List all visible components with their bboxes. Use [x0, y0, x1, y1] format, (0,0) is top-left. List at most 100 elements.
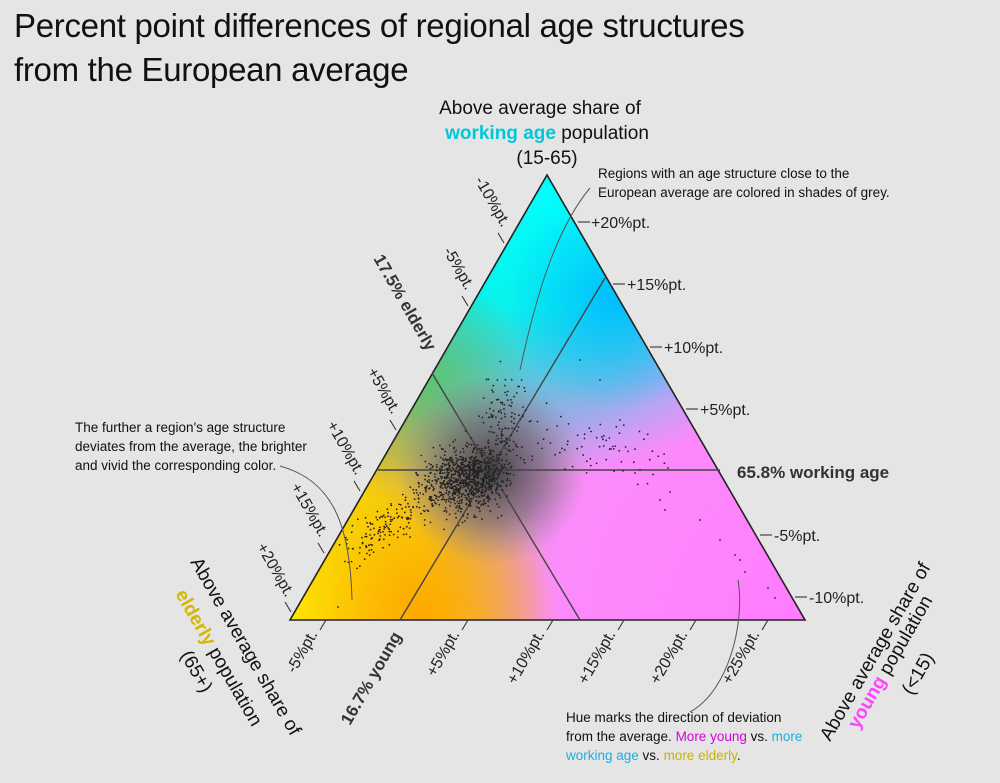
region-point	[350, 531, 353, 534]
region-point	[477, 502, 480, 505]
region-point	[481, 449, 484, 452]
region-point	[456, 505, 458, 507]
region-point	[482, 500, 485, 503]
region-point	[564, 468, 566, 471]
region-point	[469, 505, 472, 508]
region-point	[460, 462, 462, 464]
region-point	[368, 544, 370, 547]
region-point	[462, 459, 464, 461]
region-point	[457, 484, 460, 486]
region-point	[474, 446, 476, 449]
region-point	[495, 456, 498, 459]
region-point	[546, 428, 549, 431]
region-point	[416, 473, 418, 476]
region-point	[470, 497, 472, 500]
region-point	[483, 451, 486, 454]
region-point	[384, 526, 386, 529]
region-point	[461, 463, 463, 466]
region-point	[500, 480, 503, 483]
region-point	[402, 533, 405, 536]
region-point	[435, 464, 438, 466]
region-point	[506, 468, 508, 471]
region-point	[492, 455, 494, 458]
region-point	[365, 546, 368, 549]
region-point	[462, 472, 464, 475]
region-point	[444, 486, 446, 488]
region-point	[484, 485, 486, 487]
region-point	[448, 513, 451, 516]
bright-note-leader	[279, 465, 353, 601]
region-point	[774, 597, 776, 599]
region-point	[454, 439, 457, 441]
region-point	[459, 465, 462, 468]
region-point	[487, 470, 490, 473]
region-point	[504, 440, 506, 443]
region-point	[443, 528, 445, 531]
region-point	[464, 465, 466, 467]
region-point	[487, 505, 490, 507]
region-point	[507, 472, 510, 475]
region-point	[455, 489, 457, 491]
working-label-line2: working age population	[444, 123, 649, 144]
region-point	[460, 485, 462, 488]
region-point	[427, 487, 430, 490]
tick-elderly-minus10: -10%pt.	[471, 174, 513, 230]
region-point	[482, 503, 485, 506]
region-point	[579, 359, 581, 361]
region-point	[456, 471, 459, 473]
region-point	[452, 481, 455, 484]
region-point	[451, 498, 454, 500]
region-point	[479, 500, 482, 503]
region-point	[458, 507, 461, 509]
region-point	[465, 502, 468, 505]
region-point	[464, 460, 467, 463]
region-point	[699, 519, 701, 521]
region-point	[464, 475, 467, 478]
tick-working-plus10: +10%pt.	[664, 340, 723, 357]
region-point	[455, 449, 458, 452]
region-point	[462, 456, 465, 459]
region-point	[371, 537, 374, 539]
region-point	[440, 469, 443, 472]
region-point	[482, 421, 485, 424]
region-point	[481, 452, 483, 455]
region-point	[473, 488, 475, 490]
region-point	[496, 443, 499, 446]
region-point	[467, 493, 469, 495]
region-point	[386, 508, 389, 511]
region-point	[500, 411, 503, 414]
region-point	[576, 447, 579, 450]
region-point	[396, 512, 398, 515]
region-point	[615, 425, 618, 428]
region-point	[501, 467, 503, 470]
hue-note-line1: Hue marks the direction of deviation	[566, 710, 781, 725]
region-point	[470, 458, 472, 461]
region-point	[499, 451, 502, 454]
region-point	[502, 472, 505, 474]
region-point	[468, 463, 471, 465]
region-point	[542, 438, 545, 441]
region-point	[505, 484, 508, 486]
region-point	[401, 493, 404, 496]
region-point	[515, 445, 518, 447]
region-point	[440, 477, 443, 480]
region-point	[501, 440, 504, 442]
region-point	[663, 453, 665, 455]
region-point	[468, 491, 471, 493]
region-point	[449, 456, 452, 459]
region-point	[412, 506, 414, 509]
region-point	[493, 470, 496, 473]
region-point	[473, 443, 475, 446]
region-point	[448, 485, 450, 488]
region-point	[477, 471, 479, 473]
region-point	[457, 479, 460, 481]
region-point	[638, 430, 641, 433]
region-point	[634, 448, 636, 450]
region-point	[366, 552, 368, 555]
region-point	[468, 498, 471, 501]
tick-working-plus5: +5%pt.	[700, 402, 750, 419]
region-point	[455, 516, 457, 519]
region-point	[487, 500, 490, 503]
region-point	[453, 491, 456, 494]
region-point	[428, 498, 431, 501]
